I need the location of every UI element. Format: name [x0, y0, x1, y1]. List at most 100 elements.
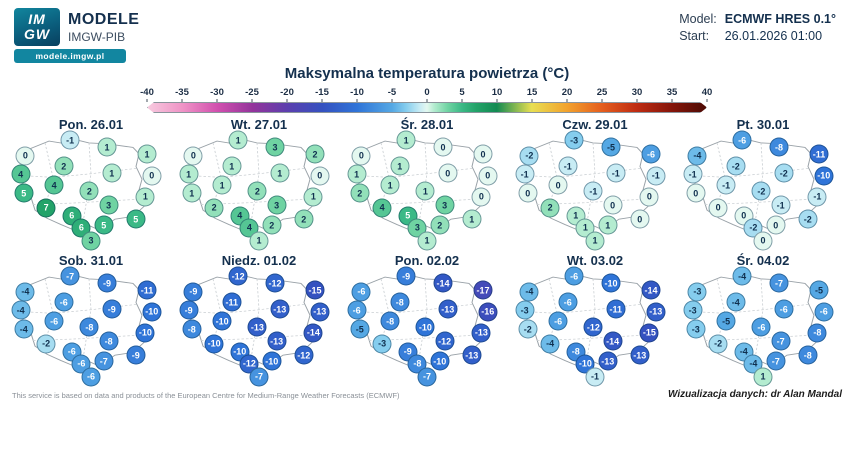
temp-value-lublin: -10 — [135, 323, 155, 343]
colorbar-tick-mark — [216, 99, 218, 102]
temp-value-lublin: -1 — [807, 187, 827, 207]
temp-value-lublin: 0 — [639, 187, 659, 207]
colorbar-tick-label: 5 — [459, 87, 465, 98]
temp-value-poznan: 1 — [380, 175, 400, 195]
temp-value-zielona-gora: 0 — [518, 183, 538, 203]
day-label: Śr. 28.01 — [400, 117, 454, 132]
temp-value-rzeszow: -9 — [126, 345, 146, 365]
temp-value-olsztyn: -5 — [601, 137, 621, 157]
temp-value-gorzow: -1 — [683, 164, 703, 184]
poland-map: -4 -7 -9 -11 -4 -6 -9 -10 -4 -6 -8 -10 -2 -6 -8 -6 -7 -9-… — [11, 266, 171, 387]
temp-value-zakopane: 1 — [753, 367, 773, 387]
temp-value-lublin: -14 — [303, 323, 323, 343]
colorbar-tick-label: 0 — [424, 87, 430, 98]
temp-value-krakow: -10 — [262, 351, 282, 371]
brand-url-badge[interactable]: modele.imgw.pl — [14, 49, 126, 63]
temp-value-poznan: -5 — [716, 311, 736, 331]
poland-map: -4 -6 -10 -14 -3 -6 -11 -13 -2 -6 -12 -15 -4 -8 -14 -10… — [515, 266, 675, 387]
temp-value-bydgoszcz: -2 — [726, 156, 746, 176]
temp-value-warszawa: -13 — [438, 299, 458, 319]
temp-value-poznan: -1 — [716, 175, 736, 195]
temp-value-wroclaw: 2 — [204, 198, 224, 218]
temp-value-gdansk: -4 — [732, 266, 752, 286]
temp-value-rzeszow: 1 — [462, 209, 482, 229]
poland-map: -2 -3 -5 -6 -1 -1 -1 -1 0 0 -1 0 2 1 0 1 1 0 1 — [515, 130, 675, 251]
imgw-logo: IM GW — [14, 8, 60, 46]
poland-map: 0 -1 1 1 4 2 1 0 5 4 2 1 7 6 3 6 5 5 3 — [11, 130, 171, 251]
temp-value-lodz: -1 — [583, 181, 603, 201]
temp-value-zielona-gora: 0 — [686, 183, 706, 203]
colorbar-tick-label: -10 — [350, 87, 364, 98]
temp-value-szczecin: -2 — [519, 146, 539, 166]
imgw-logo-line2: GW — [23, 26, 51, 42]
temp-value-gorzow: 1 — [347, 164, 367, 184]
temp-value-szczecin: -4 — [15, 282, 35, 302]
brand-subtitle: IMGW-PIB — [68, 29, 126, 44]
temp-value-szczecin: 0 — [15, 146, 35, 166]
colorbar-tick-mark — [426, 99, 428, 102]
temp-value-siedlce: -16 — [478, 302, 498, 322]
temp-value-kielce: -1 — [771, 195, 791, 215]
temp-value-szczecin: 0 — [183, 146, 203, 166]
visualization-credit: Wizualizacja danych: dr Alan Mandal — [667, 389, 842, 400]
page-title: Maksymalna temperatura powietrza (°C) — [284, 65, 570, 82]
colorbar-tick-mark — [461, 99, 463, 102]
colorbar-tick-mark — [181, 99, 183, 102]
colorbar-gradient — [147, 102, 707, 113]
temp-value-szczecin: -4 — [687, 146, 707, 166]
colorbar-tick-mark — [391, 99, 393, 102]
temp-value-poznan: -6 — [548, 311, 568, 331]
temp-value-bydgoszcz: -8 — [390, 292, 410, 312]
temp-value-lublin: 1 — [135, 187, 155, 207]
colorbar-tick-label: 10 — [491, 87, 503, 98]
temp-value-olsztyn: 3 — [265, 137, 285, 157]
temp-value-poznan: 1 — [212, 175, 232, 195]
temp-value-zakopane: 3 — [81, 231, 101, 251]
temp-value-poznan: -6 — [44, 311, 64, 331]
temp-value-rzeszow: -2 — [798, 209, 818, 229]
header: IM GW MODELE IMGW-PIB modele.imgw.pl Mod… — [8, 6, 846, 63]
temp-value-gorzow: -6 — [347, 300, 367, 320]
temp-value-warszawa: 1 — [270, 163, 290, 183]
day-label: Wt. 03.02 — [566, 253, 624, 268]
temp-value-gorzow: 1 — [179, 164, 199, 184]
day-map: Sob. 31.01 -4 -7 -9 -11 -4 -6 -9 -10 -4 -6 -8 -10 -2-… — [11, 253, 171, 387]
model-label: Model: — [679, 12, 717, 26]
temp-value-kielce: -7 — [771, 331, 791, 351]
colorbar-tick-label: -15 — [315, 87, 329, 98]
colorbar-tick-label: -25 — [245, 87, 259, 98]
temp-value-siedlce: -13 — [310, 302, 330, 322]
temp-value-olsztyn: -14 — [433, 273, 453, 293]
temp-value-warszawa: -13 — [270, 299, 290, 319]
temp-value-bydgoszcz: -1 — [558, 156, 578, 176]
temp-value-poznan: -10 — [212, 311, 232, 331]
temp-value-bydgoszcz: -11 — [222, 292, 242, 312]
imgw-logo-line1: IM — [28, 11, 46, 28]
colorbar-tick-label: -20 — [280, 87, 294, 98]
temp-value-szczecin: -4 — [519, 282, 539, 302]
temp-value-bydgoszcz: 2 — [54, 156, 74, 176]
day-map: Pon. 26.01 0 -1 1 1 4 2 1 0 5 4 2 1 7 6 3 6 5 5 3 — [11, 117, 171, 251]
start-value: 26.01.2026 01:00 — [724, 29, 823, 43]
temp-value-gdansk: -6 — [564, 266, 584, 286]
temp-value-poznan: -8 — [380, 311, 400, 331]
temp-value-olsztyn: -9 — [97, 273, 117, 293]
colorbar-ticks: -40 -35 -30 -25 -20 -15 -10 -5 0 5 10 15 20 25 30 35 40 — [140, 87, 712, 102]
temp-value-poznan: 4 — [44, 175, 64, 195]
maps-grid: Pon. 26.01 0 -1 1 1 4 2 1 0 5 4 2 1 7 6 3 6 5 5 3 Wt. 27.01 0… — [8, 117, 846, 387]
temp-value-krakow: 1 — [598, 215, 618, 235]
temp-value-zakopane: -1 — [585, 367, 605, 387]
temp-value-bydgoszcz: -6 — [558, 292, 578, 312]
temp-value-bialystok: 0 — [473, 144, 493, 164]
temp-value-bydgoszcz: 1 — [390, 156, 410, 176]
temp-value-krakow: -10 — [430, 351, 450, 371]
day-map: Pt. 30.01 -4 -6 -8 -11 -1 -2 -2 -10 0 -1 -2 -1 0 0 -1 -2… — [683, 117, 843, 251]
brand-title: MODELE — [68, 10, 140, 28]
temp-value-zielona-gora: 5 — [14, 183, 34, 203]
colorbar-tick-mark — [496, 99, 498, 102]
temp-value-bialystok: -11 — [137, 280, 157, 300]
temp-value-gdansk: 1 — [228, 130, 248, 150]
temp-value-gdansk: -7 — [60, 266, 80, 286]
day-map: Niedz. 01.02 -9 -12 -12 -15 -9 -11 -13 -13 -8 -10-… — [179, 253, 339, 387]
